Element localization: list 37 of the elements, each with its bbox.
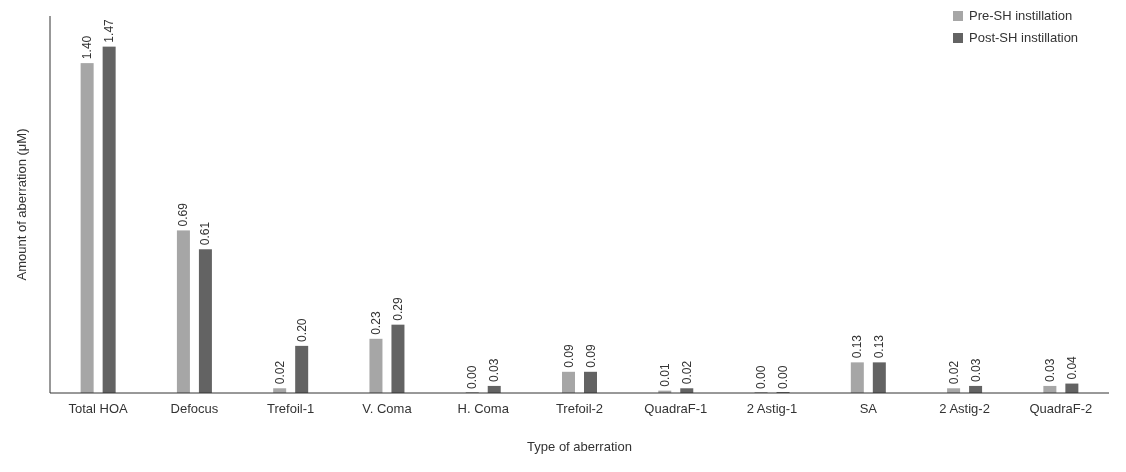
x-tick-label: QuadraF-1 xyxy=(644,401,708,416)
data-label: 0.61 xyxy=(198,221,213,246)
data-label: 0.29 xyxy=(390,296,405,321)
legend-label: Pre-SH instillation xyxy=(969,8,1073,23)
data-label: 0.03 xyxy=(487,358,502,382)
data-label: 0.13 xyxy=(850,334,865,359)
x-axis-title: Type of aberration xyxy=(527,439,632,454)
y-axis-title: Amount of aberration (μM) xyxy=(14,128,29,281)
data-label: 0.01 xyxy=(657,362,672,387)
data-label: 0.09 xyxy=(561,344,576,368)
x-tick-label: 2 Astig-2 xyxy=(939,401,990,416)
data-label: 0.00 xyxy=(465,365,480,389)
x-tick-label: H. Coma xyxy=(457,401,510,416)
x-tick-label: V. Coma xyxy=(362,401,413,416)
x-tick-label: Trefoil-2 xyxy=(555,401,604,416)
x-tick-label: Trefoil-1 xyxy=(267,401,315,416)
x-tick-label: QuadraF-2 xyxy=(1029,401,1093,416)
data-label: 0.20 xyxy=(294,318,309,342)
data-label: 0.02 xyxy=(679,360,694,385)
x-tick-label: SA xyxy=(859,401,878,416)
data-label: 1.47 xyxy=(102,18,117,43)
data-label: 0.03 xyxy=(968,358,983,382)
data-label: 0.04 xyxy=(1064,355,1079,380)
data-label: 0.02 xyxy=(946,360,961,385)
legend-label: Post-SH instillation xyxy=(969,30,1079,45)
data-label: 0.00 xyxy=(776,365,791,389)
data-label: 0.09 xyxy=(583,344,598,368)
data-label: 0.00 xyxy=(754,365,769,389)
x-tick-label: Total HOA xyxy=(68,401,129,416)
x-tick-label: Defocus xyxy=(170,401,219,416)
x-tick-label: 2 Astig-1 xyxy=(746,401,798,416)
data-label: 0.03 xyxy=(1042,358,1057,382)
data-label: 0.69 xyxy=(176,202,191,227)
data-label: 0.02 xyxy=(272,360,287,385)
data-label: 1.40 xyxy=(80,35,95,60)
data-label: 0.13 xyxy=(872,334,887,359)
data-label: 0.23 xyxy=(368,311,383,335)
